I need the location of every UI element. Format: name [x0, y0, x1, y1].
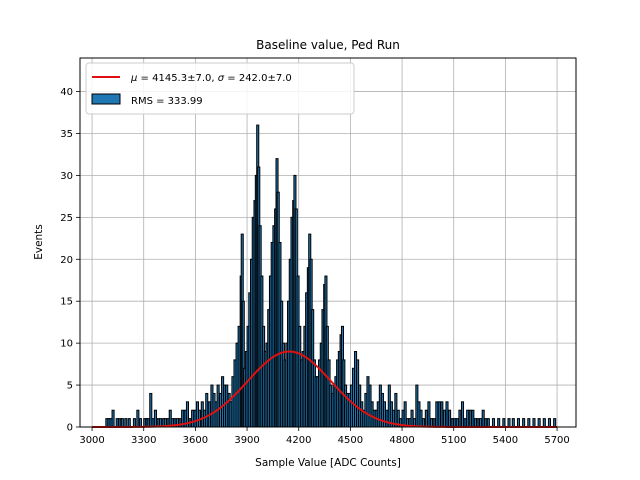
- y-tick-label: 20: [60, 255, 73, 266]
- histogram-bar: [463, 418, 467, 428]
- legend-mu-text: = 4145.3±7.0,: [137, 73, 217, 84]
- histogram-bar: [547, 418, 552, 428]
- y-axis-label: Events: [33, 224, 45, 260]
- histogram-bar: [484, 418, 488, 428]
- histogram-bar: [458, 409, 462, 428]
- histogram-bar: [138, 418, 142, 428]
- histogram-bar: [507, 418, 511, 428]
- histogram-bar: [481, 409, 485, 428]
- histogram-bar: [511, 418, 515, 428]
- histogram-bar: [111, 409, 115, 428]
- plot-frame: [79, 57, 577, 428]
- histogram-bar: [120, 418, 124, 428]
- x-tick-label: 5100: [441, 435, 466, 446]
- histogram-bar: [216, 384, 220, 428]
- histogram-bar: [432, 418, 436, 428]
- histogram-bar: [532, 418, 536, 428]
- histogram-bar: [486, 418, 490, 428]
- y-axis-ticks: 0 5 10 15 20 25 30 35 40: [60, 87, 80, 434]
- histogram-bar: [437, 401, 441, 428]
- histogram-bar: [410, 409, 414, 428]
- histogram-bar: [516, 418, 521, 428]
- histogram-bar: [178, 418, 182, 428]
- y-tick-label: 25: [60, 213, 73, 224]
- histogram-bar: [382, 401, 387, 428]
- histogram-bar: [191, 409, 195, 428]
- legend-mu-symbol: μ: [130, 73, 137, 84]
- histogram-bar: [124, 418, 128, 428]
- x-tick-label: 5700: [544, 435, 569, 446]
- legend-histogram-label: RMS = 333.99: [131, 96, 203, 107]
- histogram-bar: [225, 384, 229, 428]
- histogram-bar: [440, 401, 444, 428]
- histogram-bar: [522, 418, 526, 428]
- histogram-bar: [450, 418, 454, 428]
- x-axis-label: Sample Value [ADC Counts]: [255, 457, 401, 469]
- histogram-bar: [476, 418, 480, 428]
- histogram-bar: [460, 401, 465, 428]
- y-tick-label: 30: [60, 171, 73, 182]
- histogram-bar: [153, 409, 157, 428]
- y-tick-label: 0: [67, 423, 73, 434]
- legend-fit-label: μ = 4145.3±7.0, σ = 242.0±7.0: [130, 73, 292, 84]
- histogram-bar: [429, 418, 434, 428]
- histogram-bar: [385, 409, 389, 428]
- histogram-bar: [455, 418, 459, 428]
- histogram-bar: [468, 409, 472, 428]
- histogram-bar: [200, 401, 204, 428]
- x-tick-label: 3300: [131, 435, 156, 446]
- histogram-bar: [193, 409, 197, 428]
- histogram-bar: [435, 401, 439, 428]
- histogram-bar: [471, 409, 475, 428]
- y-tick-label: 40: [60, 87, 73, 98]
- x-tick-label: 3000: [79, 435, 104, 446]
- histogram-bar: [453, 418, 457, 428]
- histogram-bar: [491, 418, 496, 428]
- x-tick-label: 4800: [389, 435, 414, 446]
- histogram-bar: [527, 418, 531, 428]
- histogram-bar: [466, 409, 470, 428]
- histogram-bar: [127, 418, 131, 428]
- histogram-bar: [132, 418, 136, 428]
- histogram-bar: [537, 418, 541, 428]
- histogram-bar: [403, 401, 407, 428]
- histogram-bar: [427, 401, 431, 428]
- histogram-bar: [118, 418, 122, 428]
- histogram-bar: [136, 409, 140, 428]
- histogram-bar: [115, 418, 119, 428]
- histogram-bar: [473, 418, 477, 428]
- histogram-bar: [445, 401, 449, 428]
- histogram-bar: [448, 409, 452, 428]
- x-tick-label: 4500: [338, 435, 363, 446]
- histogram-bar: [479, 418, 483, 428]
- x-tick-label: 4200: [286, 435, 311, 446]
- legend-histogram-swatch: [91, 93, 121, 105]
- histogram-bar: [542, 418, 546, 428]
- x-tick-label: 3600: [183, 435, 208, 446]
- histogram-bar: [419, 409, 423, 428]
- legend-sigma-symbol: σ: [218, 73, 225, 84]
- histogram-bar: [442, 409, 446, 428]
- x-axis-ticks: 3000 3300 3600 3900 4200 4500 4800 5100 5400 5700: [79, 427, 570, 446]
- histogram-bar: [205, 392, 209, 428]
- chart-title: Baseline value, Ped Run: [256, 38, 400, 52]
- legend: μ = 4145.3±7.0, σ = 242.0±7.0 RMS = 333.…: [85, 62, 355, 115]
- y-tick-label: 5: [67, 381, 73, 392]
- histogram-bar: [497, 418, 501, 428]
- y-tick-label: 15: [60, 297, 73, 308]
- legend-sigma-text: = 242.0±7.0: [224, 73, 292, 84]
- histogram-bar: [553, 418, 557, 428]
- histogram-bar: [502, 418, 506, 428]
- y-tick-label: 35: [60, 129, 73, 140]
- legend-box: [85, 62, 355, 115]
- x-tick-label: 5400: [493, 435, 518, 446]
- histogram-bar: [394, 392, 398, 428]
- x-tick-label: 3900: [234, 435, 259, 446]
- histogram-bar: [424, 409, 428, 428]
- y-tick-label: 10: [60, 339, 73, 350]
